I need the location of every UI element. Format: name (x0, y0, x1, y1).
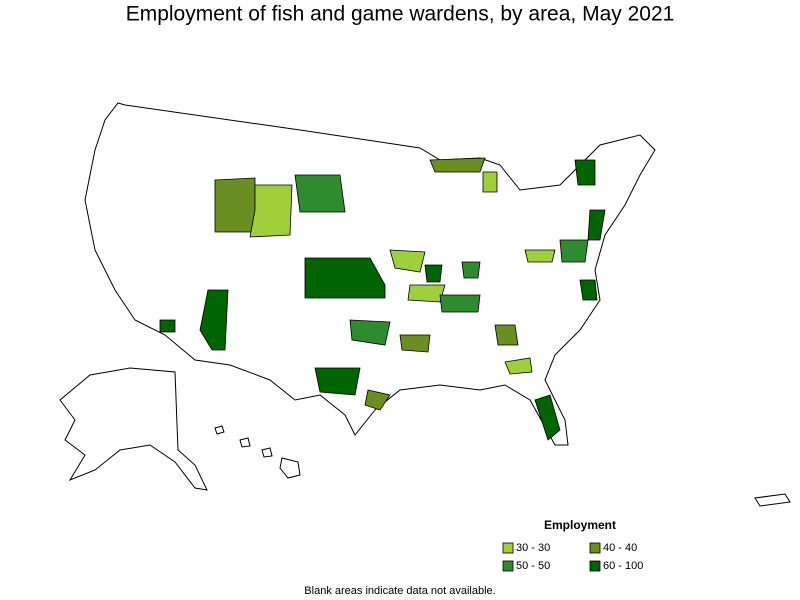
area (504, 357, 533, 375)
area (159, 319, 176, 333)
area (534, 394, 561, 441)
area (429, 157, 486, 173)
area (524, 249, 556, 263)
legend-label: 40 - 40 (603, 542, 637, 554)
area (364, 389, 391, 411)
area (407, 284, 446, 303)
alaska (59, 367, 208, 491)
legend-swatch (589, 542, 601, 554)
area (214, 177, 256, 233)
map-title: Employment of fish and game wardens, by … (126, 3, 675, 26)
legend-swatch (502, 542, 514, 554)
legend-label: 30 - 30 (516, 542, 550, 554)
area (461, 261, 481, 279)
area (574, 159, 596, 186)
area (424, 264, 443, 283)
area (559, 239, 589, 263)
area (579, 279, 598, 301)
area (314, 367, 361, 396)
area (249, 184, 293, 238)
area (587, 209, 606, 241)
shaded-areas (159, 157, 606, 441)
footnote: Blank areas indicate data not available. (304, 585, 495, 597)
area (304, 257, 386, 299)
area (294, 174, 346, 213)
legend: Employment 30 - 30 40 - 40 50 - 50 60 - 100 (502, 518, 643, 572)
area (399, 334, 431, 353)
legend-label: 60 - 100 (603, 560, 643, 572)
map (59, 102, 791, 507)
area (482, 171, 498, 193)
area (439, 294, 481, 313)
legend-swatch (589, 560, 601, 572)
hawaii (214, 425, 301, 479)
legend-swatch (502, 560, 514, 572)
area (494, 324, 519, 346)
area (199, 289, 229, 351)
legend-label: 50 - 50 (516, 560, 550, 572)
area (349, 319, 391, 346)
legend-title: Employment (544, 518, 616, 532)
area (389, 249, 426, 273)
puerto-rico (754, 493, 791, 507)
